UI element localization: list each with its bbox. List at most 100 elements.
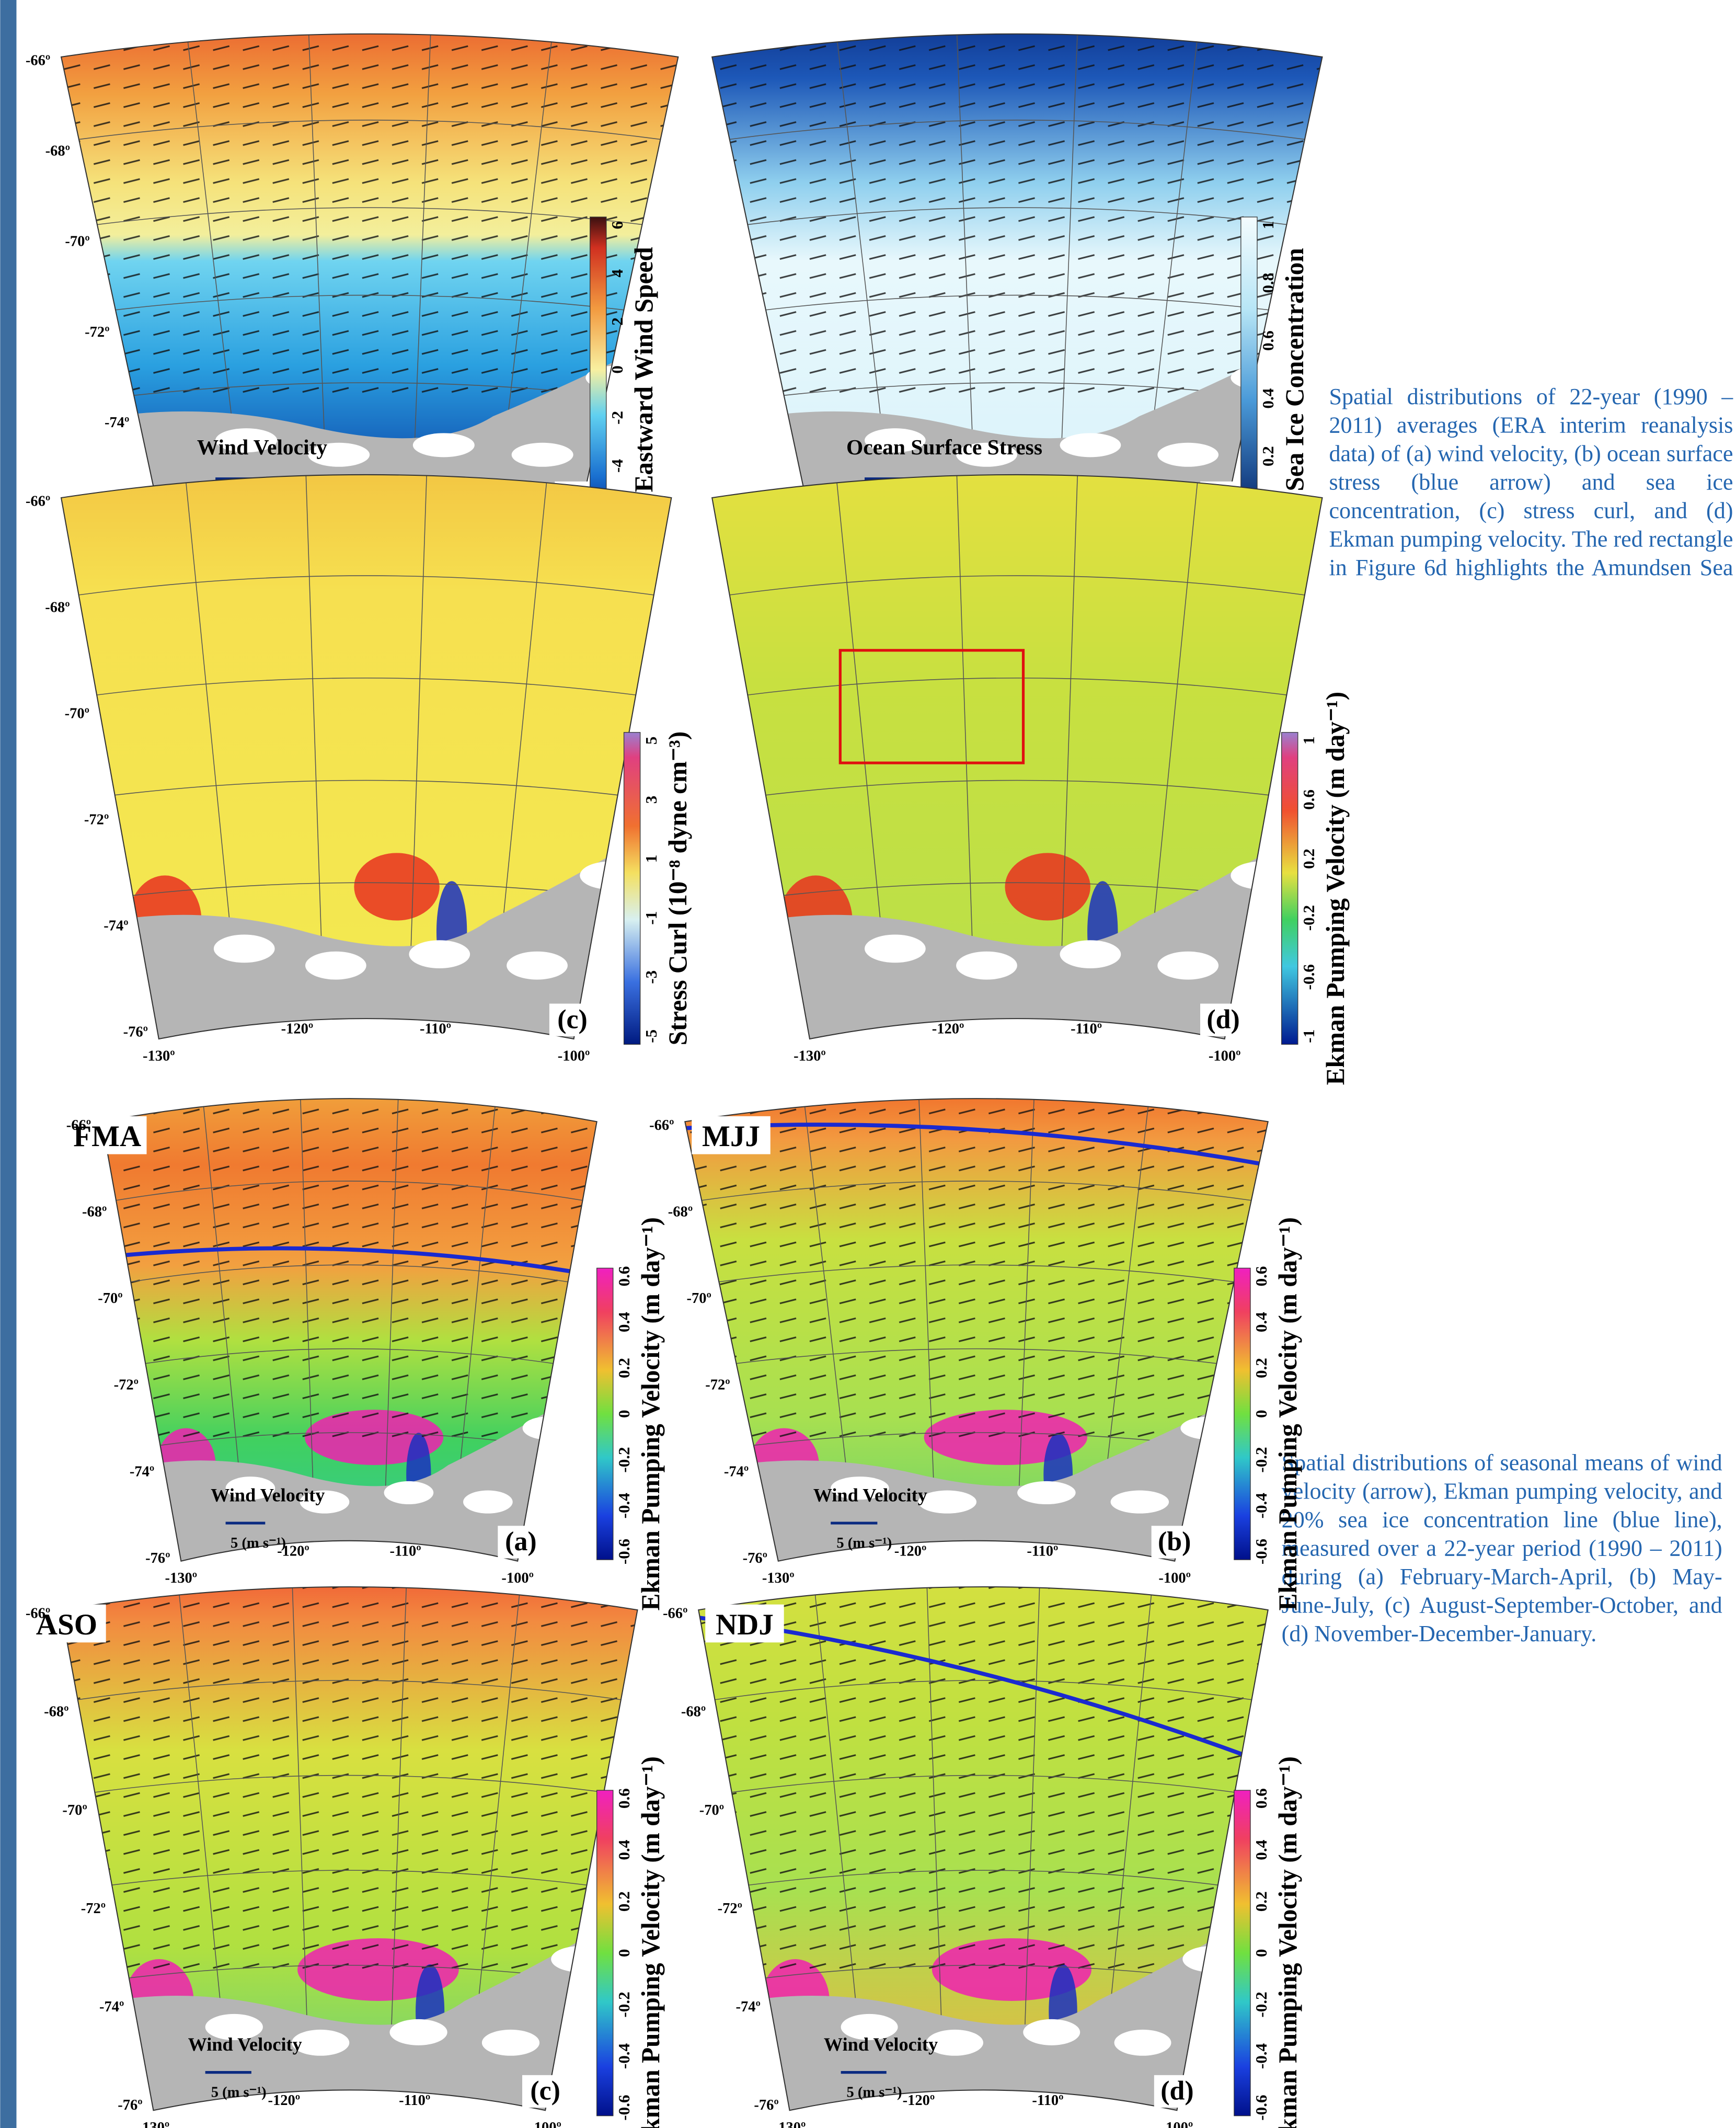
wind-arrows [61,0,678,395]
colorbar-tick-label: -5 [642,1029,660,1043]
colorbar-tick-label: -0.6 [1252,2095,1270,2120]
ice-shelf [1060,433,1121,457]
lat-label: -70º [699,1802,724,1818]
colorbar-tick-label: 4 [608,269,626,278]
colorbar-tick-label: 0.6 [1252,1788,1270,1809]
colorbar-title: Stress Curl (10⁻⁸ dyne cm⁻³) [663,731,692,1046]
map-panel [61,441,671,1058]
colorbar-tick-label: 0 [608,365,626,374]
lon-label: -100º [1161,2120,1193,2128]
legend-label: Wind Velocity [188,2034,302,2055]
map-panel [61,0,678,536]
colorbar-tick-label: -0.4 [615,2043,633,2069]
colorbar [1241,217,1257,522]
lat-label: -68º [44,1704,68,1720]
colorbar-tick-label: 0.6 [1252,1266,1270,1287]
legend-label: Wind Velocity [824,2034,938,2055]
colorbar-tick-label: -0.2 [615,1447,633,1472]
colorbar-tick-label: -0.6 [1252,1539,1270,1564]
lat-label: -70º [65,706,89,722]
map-panel [712,441,1322,1058]
lon-label: -110º [1027,1543,1058,1559]
colorbar-tick-label: 0 [615,1949,633,1958]
colorbar [597,1268,613,1560]
ice-shelf [512,443,573,467]
colorbar-tick-label: 2 [608,317,626,326]
colorbar [624,733,640,1045]
lat-label: -66º [66,1117,91,1134]
lat-label: -72º [705,1377,730,1393]
lon-label: -120º [932,1021,964,1037]
lat-label: -72º [85,324,109,340]
lat-label: -70º [62,1802,87,1818]
figure: Spatial distributions of 22-year (1990 –… [0,0,1736,2128]
lat-label: -66º [26,53,50,69]
lat-label: -72º [81,1901,106,1917]
colorbar-tick-label: 1 [1300,737,1318,745]
panel-label: (b) [1158,1527,1191,1557]
lat-label: -68º [668,1204,693,1220]
lon-label: -110º [1032,2092,1063,2109]
colorbar-tick-label: 0.2 [615,1891,633,1912]
colorbar-tick-label: -0.4 [1252,2043,1270,2069]
colorbar [1234,1790,1250,2116]
lon-label: -130º [143,1048,175,1065]
lat-label: -74º [736,1999,761,2015]
colorbar-tick-label: 0.2 [1252,1891,1270,1912]
colorbar-title: Eastward Wind Speed [629,247,658,492]
colorbar-title: Ekman Pumping Velocity (m day⁻¹) [636,1217,665,1610]
lat-label: -66º [26,1606,50,1622]
wind-arrows [61,1553,637,1981]
colorbar-tick-label: 1 [642,855,660,863]
lat-label: -66º [663,1606,687,1622]
ice-shelf [413,433,475,457]
legend-scale: 5 (m s⁻¹) [847,2084,902,2100]
colorbar-tick-label: -0.4 [1252,1493,1270,1518]
colorbar-tick-label: -0.2 [1252,1447,1270,1472]
colorbar-tick-label: 0.4 [615,1312,633,1332]
lat-label: -74º [130,1463,154,1480]
colorbar-tick-label: 0.6 [1259,330,1277,351]
lon-label: -130º [774,2120,806,2128]
ice-shelf [305,952,366,980]
lon-label: -110º [1071,1021,1102,1037]
ice-shelf [1157,443,1218,467]
colorbar [597,1790,613,2116]
ice-shelf [1017,1481,1076,1504]
colorbar-tick-label: 0.8 [1259,273,1277,293]
colorbar-title: Ekman Pumping Velocity (m day⁻¹) [636,1756,665,2128]
colorbar-tick-label: 0.2 [1252,1358,1270,1378]
caption: Spatial distributions of seasonal means … [1282,1448,1722,1648]
panel-label: (c) [557,1004,588,1034]
ice-shelf [956,952,1017,980]
lon-label: -120º [894,1543,927,1559]
lat-label: -70º [687,1290,711,1307]
lat-label: -68º [45,600,70,616]
anomaly [354,853,439,920]
lon-label: -100º [529,2120,561,2128]
map-panel [102,1065,597,1580]
map-panel [61,1553,637,2128]
ice-shelf [1182,1946,1239,1972]
colorbar-tick-label: 0 [1252,1949,1270,1958]
colorbar-tick-label: 1 [1259,221,1277,230]
colorbar-tick-label: -2 [608,411,626,425]
colorbar-tick-label: -0.6 [615,2095,633,2120]
lat-label: -76º [743,1550,767,1566]
wind-arrows [685,1065,1268,1443]
lon-label: -110º [399,2092,430,2109]
lon-label: -120º [281,1021,314,1037]
colorbar [1234,1268,1250,1560]
colorbar-title: Ekman Pumping Velocity (m day⁻¹) [1321,692,1350,1085]
panel-label: (a) [505,1527,536,1557]
legend-label: Ocean Surface Stress [846,435,1042,459]
colorbar-tick-label: 0.6 [615,1788,633,1809]
anomaly [1005,853,1090,920]
lat-label: -72º [84,812,109,828]
legend-label: Wind Velocity [211,1485,325,1506]
colorbar-tick-label: -4 [608,459,626,473]
lon-label: -130º [762,1570,795,1586]
ice-shelf [409,940,470,968]
lat-label: -68º [45,143,70,159]
colorbar-title: Ekman Pumping Velocity (m day⁻¹) [1273,1217,1302,1610]
